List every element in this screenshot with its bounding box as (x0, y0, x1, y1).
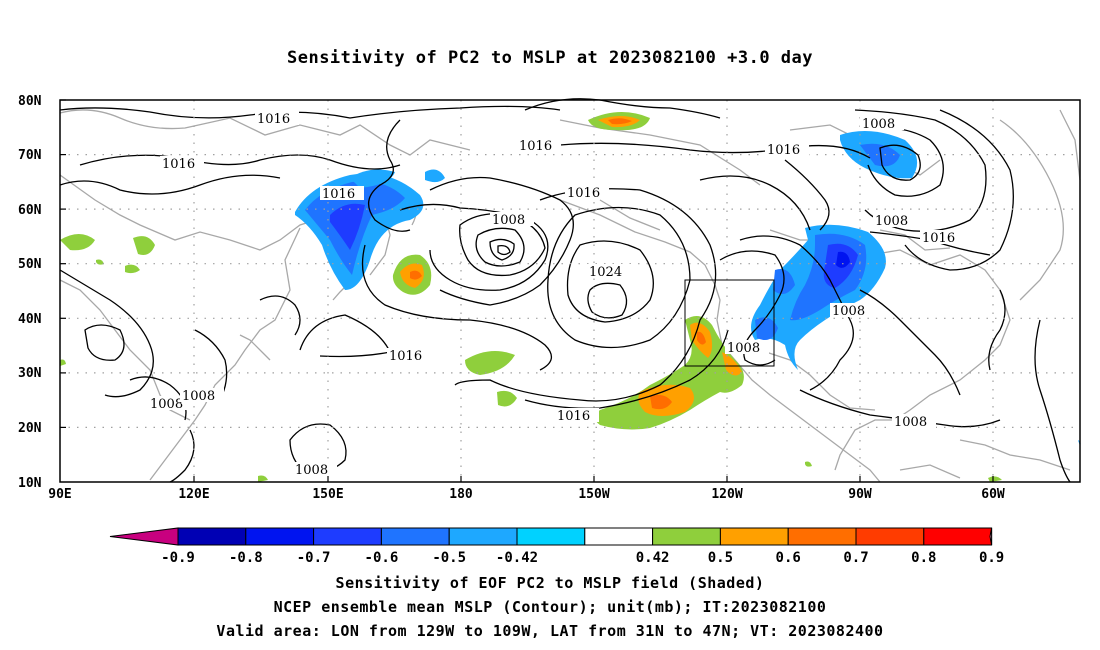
contour-label: 1008 (150, 397, 183, 412)
contour-label: 1008 (894, 415, 927, 430)
caption-line-2: NCEP ensemble mean MSLP (Contour); unit(… (273, 598, 827, 616)
colorbar-label: -0.7 (297, 550, 331, 566)
contour-label: 1008 (862, 117, 895, 132)
colorbar-min-arrow (109, 527, 179, 546)
colorbar-label: 0.42 (636, 550, 670, 566)
valid-area-box (684, 279, 775, 367)
map-panel: 1016 1016 1016 1016 1016 1008 1008 1008 … (59, 98, 1081, 483)
colorbar-swatch (584, 527, 654, 546)
colorbar-swatch (448, 527, 518, 546)
colorbar-label: 0.8 (911, 550, 936, 566)
contour-label: 1016 (557, 409, 590, 424)
lon-label: 120E (178, 487, 209, 502)
colorbar-swatch (313, 527, 382, 546)
colorbar-swatch (923, 527, 993, 546)
lon-label: 120W (711, 487, 742, 502)
lon-label: 60W (981, 487, 1005, 502)
contour-label: 1016 (519, 139, 552, 154)
lon-label: 180 (449, 487, 473, 502)
lat-label: 60N (18, 203, 42, 218)
colorbar-label: 0.5 (708, 550, 733, 566)
contour-label: 1008 (832, 304, 865, 319)
colorbar-label: 0.9 (979, 550, 1004, 566)
colorbar-label: -0.5 (432, 550, 466, 566)
colorbar-label: -0.42 (496, 550, 538, 566)
lat-label: 10N (18, 476, 42, 491)
caption-line-3: Valid area: LON from 129W to 109W, LAT f… (216, 622, 884, 640)
colorbar-label: 0.6 (776, 550, 801, 566)
colorbar-label: -0.8 (229, 550, 263, 566)
map-gridlines (60, 100, 1080, 482)
lat-label: 40N (18, 312, 42, 327)
colorbar-swatch (787, 527, 857, 546)
contour-label: 1016 (322, 187, 355, 202)
contour-label: 1016 (162, 157, 195, 172)
lat-label: 80N (18, 94, 42, 109)
colorbar-swatch (855, 527, 925, 546)
lon-label: 150E (312, 487, 343, 502)
map-title: Sensitivity of PC2 to MSLP at 2023082100… (286, 48, 813, 68)
latitude-labels: 80N 70N 60N 50N 40N 30N 20N 10N (18, 94, 42, 491)
lat-label: 20N (18, 421, 42, 436)
colorbar-label: -0.9 (161, 550, 195, 566)
lat-label: 30N (18, 366, 42, 381)
contour-labels: 1016 1016 1016 1016 1016 1008 1008 1008 … (148, 111, 964, 478)
contour-label: 1016 (922, 231, 955, 246)
colorbar-swatch (516, 527, 586, 546)
colorbar-label: -0.6 (365, 550, 399, 566)
colorbar-swatch (652, 527, 721, 546)
caption-line-1: Sensitivity of EOF PC2 to MSLP field (Sh… (335, 574, 765, 592)
contour-label: 1016 (767, 143, 800, 158)
lon-label: 90W (848, 487, 872, 502)
contour-label: 1008 (727, 341, 760, 356)
longitude-labels: 90E 120E 150E 180 150W 120W 90W 60W (48, 487, 1005, 502)
lon-label: 150W (578, 487, 609, 502)
lon-label: 90E (48, 487, 71, 502)
colorbar-swatch (177, 527, 247, 546)
colorbar-label: 0.7 (843, 550, 868, 566)
colorbar: -0.9 -0.8 -0.7 -0.6 -0.5 -0.42 0.42 0.5 0.6 0.7 0.… (109, 527, 1004, 566)
colorbar-swatch (245, 527, 315, 546)
colorbar-max-arrow (989, 527, 993, 546)
lat-label: 70N (18, 148, 42, 163)
contour-label: 1008 (875, 214, 908, 229)
contour-label: 1016 (567, 186, 600, 201)
lat-label: 50N (18, 257, 42, 272)
contour-label: 1008 (182, 389, 215, 404)
colorbar-swatch (380, 527, 450, 546)
contour-label: 1016 (257, 112, 290, 127)
contour-label: 1016 (389, 349, 422, 364)
colorbar-swatch (719, 527, 789, 546)
contour-label: 1008 (492, 213, 525, 228)
contour-label: 1024 (589, 265, 622, 280)
contour-label: 1008 (295, 463, 328, 478)
